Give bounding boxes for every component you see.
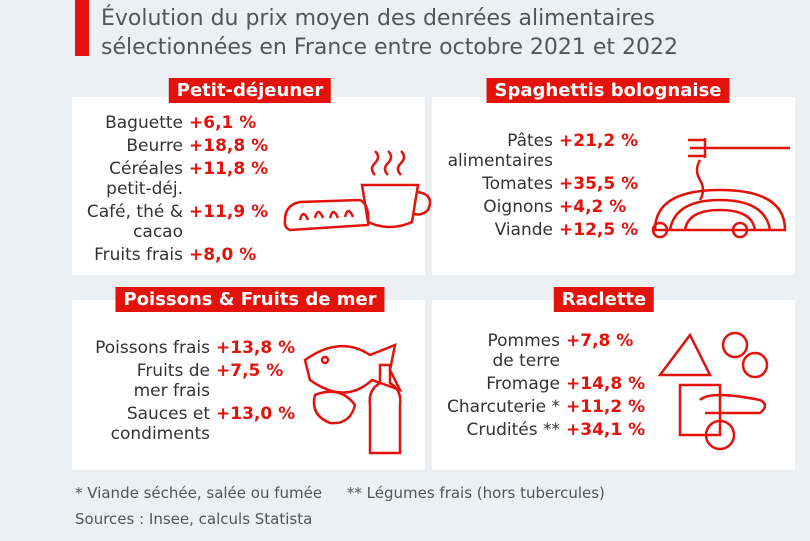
item-label: Beurre (126, 136, 183, 156)
item-value: +13,0 % (216, 404, 296, 424)
breakfast-icon (283, 150, 432, 232)
item-label: Pâtes alimentaires (447, 131, 553, 171)
item-value: +34,1 % (566, 420, 646, 440)
item-value: +8,0 % (189, 245, 257, 265)
item-value: +21,2 % (559, 131, 639, 151)
raclette-icon (657, 331, 769, 451)
footnote: ** Légumes frais (hors tubercules) (346, 484, 605, 502)
accent-bar (75, 0, 89, 56)
item-label: Sauces et condiments (110, 404, 210, 444)
panel-title: Spaghettis bolognaise (486, 78, 730, 103)
item-label: Poissons frais (95, 338, 210, 358)
item-value: +7,8 % (566, 331, 634, 351)
item-list: Baguette +6,1 % Beurre +18,8 % Céréales peti… (78, 113, 268, 265)
item-label: Crudités ** (466, 420, 560, 440)
item-label: Viande (494, 220, 553, 240)
item-list: Poissons frais +13,8 % Fruits de mer frais… (78, 338, 295, 444)
item-value: +18,8 % (189, 136, 269, 156)
panel (432, 97, 795, 275)
footnotes: * Viande séchée, salée ou fumée ** Légum… (75, 484, 795, 502)
item-value: +13,8 % (216, 338, 296, 358)
item-value: +14,8 % (566, 374, 646, 394)
panel-title: Poissons & Fruits de mer (115, 287, 385, 312)
item-list: Pommes de terre +7,8 % Fromage +14,8 % Charc… (436, 331, 645, 440)
item-label: Oignons (483, 197, 553, 217)
item-label: Fromage (486, 374, 560, 394)
item-label: Fruits frais (94, 245, 183, 265)
item-value: +4,2 % (559, 197, 627, 217)
item-label: Baguette (105, 113, 183, 133)
panel-title: Raclette (553, 287, 655, 312)
item-label: Céréales petit-déj. (106, 159, 183, 199)
item-label: Pommes de terre (487, 331, 560, 371)
source: Sources : Insee, calculs Statista (75, 510, 313, 528)
item-value: +11,8 % (189, 159, 269, 179)
item-value: +35,5 % (559, 174, 639, 194)
spaghetti-icon (651, 138, 790, 239)
item-value: +7,5 % (216, 361, 284, 381)
item-label: Café, thé & cacao (86, 202, 183, 242)
footnote: * Viande séchée, salée ou fumée (75, 484, 323, 502)
item-label: Fruits de mer frais (133, 361, 210, 401)
panel-title: Petit-déjeuner (168, 78, 332, 103)
title: Évolution du prix moyen des denrées alim… (101, 4, 678, 62)
seafood-icon (303, 342, 403, 455)
title-line: sélectionnées en France entre octobre 20… (101, 35, 678, 60)
item-value: +11,2 % (566, 397, 646, 417)
item-value: +12,5 % (559, 220, 639, 240)
item-list: Pâtes alimentaires +21,2 % Tomates +35,5 % O… (436, 131, 639, 240)
title-line: Évolution du prix moyen des denrées alim… (101, 6, 655, 31)
panel (432, 300, 795, 470)
item-label: Tomates (482, 174, 553, 194)
item-label: Charcuterie * (447, 397, 560, 417)
item-value: +6,1 % (189, 113, 257, 133)
item-value: +11,9 % (189, 202, 269, 222)
